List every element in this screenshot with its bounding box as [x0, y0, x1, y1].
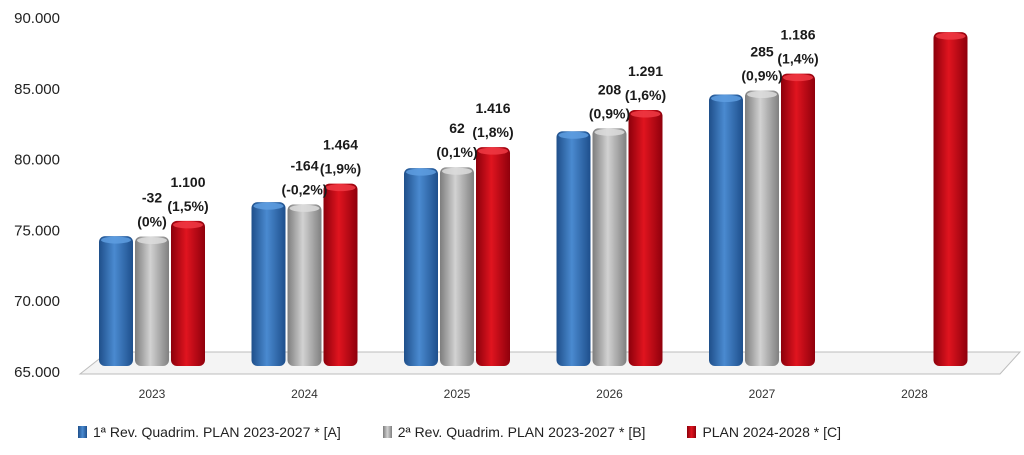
annotation-pct: (1,4%)	[777, 51, 818, 67]
x-axis: 2023 2024 2025 2026 2027 2028	[139, 387, 929, 401]
y-tick-label: 80.000	[14, 152, 60, 169]
annotation-pct: (1,6%)	[625, 87, 666, 103]
y-tick-label: 85.000	[14, 81, 60, 98]
legend-label-a: 1ª Rev. Quadrim. PLAN 2023-2027 * [A]	[93, 424, 341, 440]
bar-top	[711, 94, 741, 102]
bar-top	[289, 204, 320, 212]
bar-b	[135, 236, 169, 366]
annotation-value: -164	[290, 157, 318, 173]
y-tick-label: 70.000	[14, 293, 60, 310]
y-tick-label: 75.000	[14, 222, 60, 239]
bar-a	[251, 202, 286, 366]
bar-b	[592, 128, 627, 366]
annotation-value: -32	[142, 189, 162, 205]
bar-top	[137, 236, 167, 244]
annotation-value: 208	[598, 81, 622, 97]
bar-chart: 65.000 70.000 75.000 80.000 85.000 90.000 202…	[14, 10, 1022, 401]
bar-top	[442, 167, 472, 175]
legend-item-b: 2ª Rev. Quadrim. PLAN 2023-2027 * [B]	[382, 424, 646, 440]
y-tick-label: 65.000	[14, 364, 60, 381]
bar-a	[556, 131, 591, 366]
bar-top	[406, 168, 436, 176]
bar-top	[747, 90, 777, 98]
legend-label-b: 2ª Rev. Quadrim. PLAN 2023-2027 * [B]	[397, 424, 646, 440]
bar-c	[781, 73, 815, 366]
annotation-pct: (0%)	[137, 213, 167, 229]
legend: 1ª Rev. Quadrim. PLAN 2023-2027 * [A] 2ª…	[78, 424, 841, 440]
y-axis: 65.000 70.000 75.000 80.000 85.000 90.000	[14, 10, 60, 381]
x-tick-label: 2024	[291, 387, 318, 401]
annotation-pct: (0,1%)	[436, 144, 477, 160]
bar-b	[745, 90, 779, 366]
bar-top	[630, 110, 661, 118]
x-tick-label: 2026	[596, 387, 623, 401]
bar-top	[594, 128, 625, 136]
bar-top	[558, 131, 589, 139]
y-tick-label: 90.000	[14, 10, 60, 27]
bar-top	[478, 147, 508, 155]
bar-top	[783, 74, 813, 82]
bar-top	[935, 32, 966, 40]
annotation-pct: (1,8%)	[472, 124, 513, 140]
bar-c	[171, 220, 205, 366]
bar-a	[404, 168, 438, 366]
annotation-value: 1.291	[628, 63, 663, 79]
legend-swatch-b	[382, 426, 392, 438]
chart-floor	[78, 351, 1022, 375]
bar-c	[628, 110, 663, 366]
annotation-pct: (1,9%)	[320, 161, 361, 177]
annotation-pct: (1,5%)	[167, 198, 208, 214]
annotation-value: 1.100	[170, 174, 205, 190]
bar-top	[253, 202, 284, 210]
annotation-value: 1.464	[323, 137, 358, 153]
annotation-pct: (0,9%)	[741, 67, 782, 83]
bar-c	[323, 183, 358, 366]
annotation-value: 1.186	[780, 27, 815, 43]
x-tick-label: 2027	[749, 387, 776, 401]
legend-swatch-c	[687, 426, 697, 438]
annotations: -32 (0%) 1.100 (1,5%) -164 (-0,2%) 1.464 (1,9%)…	[137, 27, 818, 230]
x-tick-label: 2028	[901, 387, 928, 401]
legend-item-c: PLAN 2024-2028 * [C]	[687, 424, 841, 440]
legend-item-a: 1ª Rev. Quadrim. PLAN 2023-2027 * [A]	[78, 424, 341, 440]
bar-c	[933, 32, 968, 366]
bar-b	[287, 204, 322, 366]
bar-a	[709, 94, 743, 367]
annotation-value: 285	[750, 43, 774, 59]
x-tick-label: 2023	[139, 387, 166, 401]
legend-swatch-a	[78, 426, 87, 438]
bar-b	[440, 167, 474, 366]
bars	[99, 32, 968, 367]
annotation-value: 62	[449, 120, 465, 136]
x-tick-label: 2025	[444, 387, 471, 401]
annotation-pct: (-0,2%)	[282, 181, 328, 197]
legend-label-c: PLAN 2024-2028 * [C]	[702, 424, 841, 440]
annotation-pct: (0,9%)	[589, 105, 630, 121]
bar-top	[173, 221, 203, 229]
bar-top	[325, 184, 356, 192]
bar-top	[101, 236, 131, 244]
annotation-value: 1.416	[475, 100, 510, 116]
bar-a	[99, 236, 133, 366]
bar-c	[476, 147, 510, 366]
